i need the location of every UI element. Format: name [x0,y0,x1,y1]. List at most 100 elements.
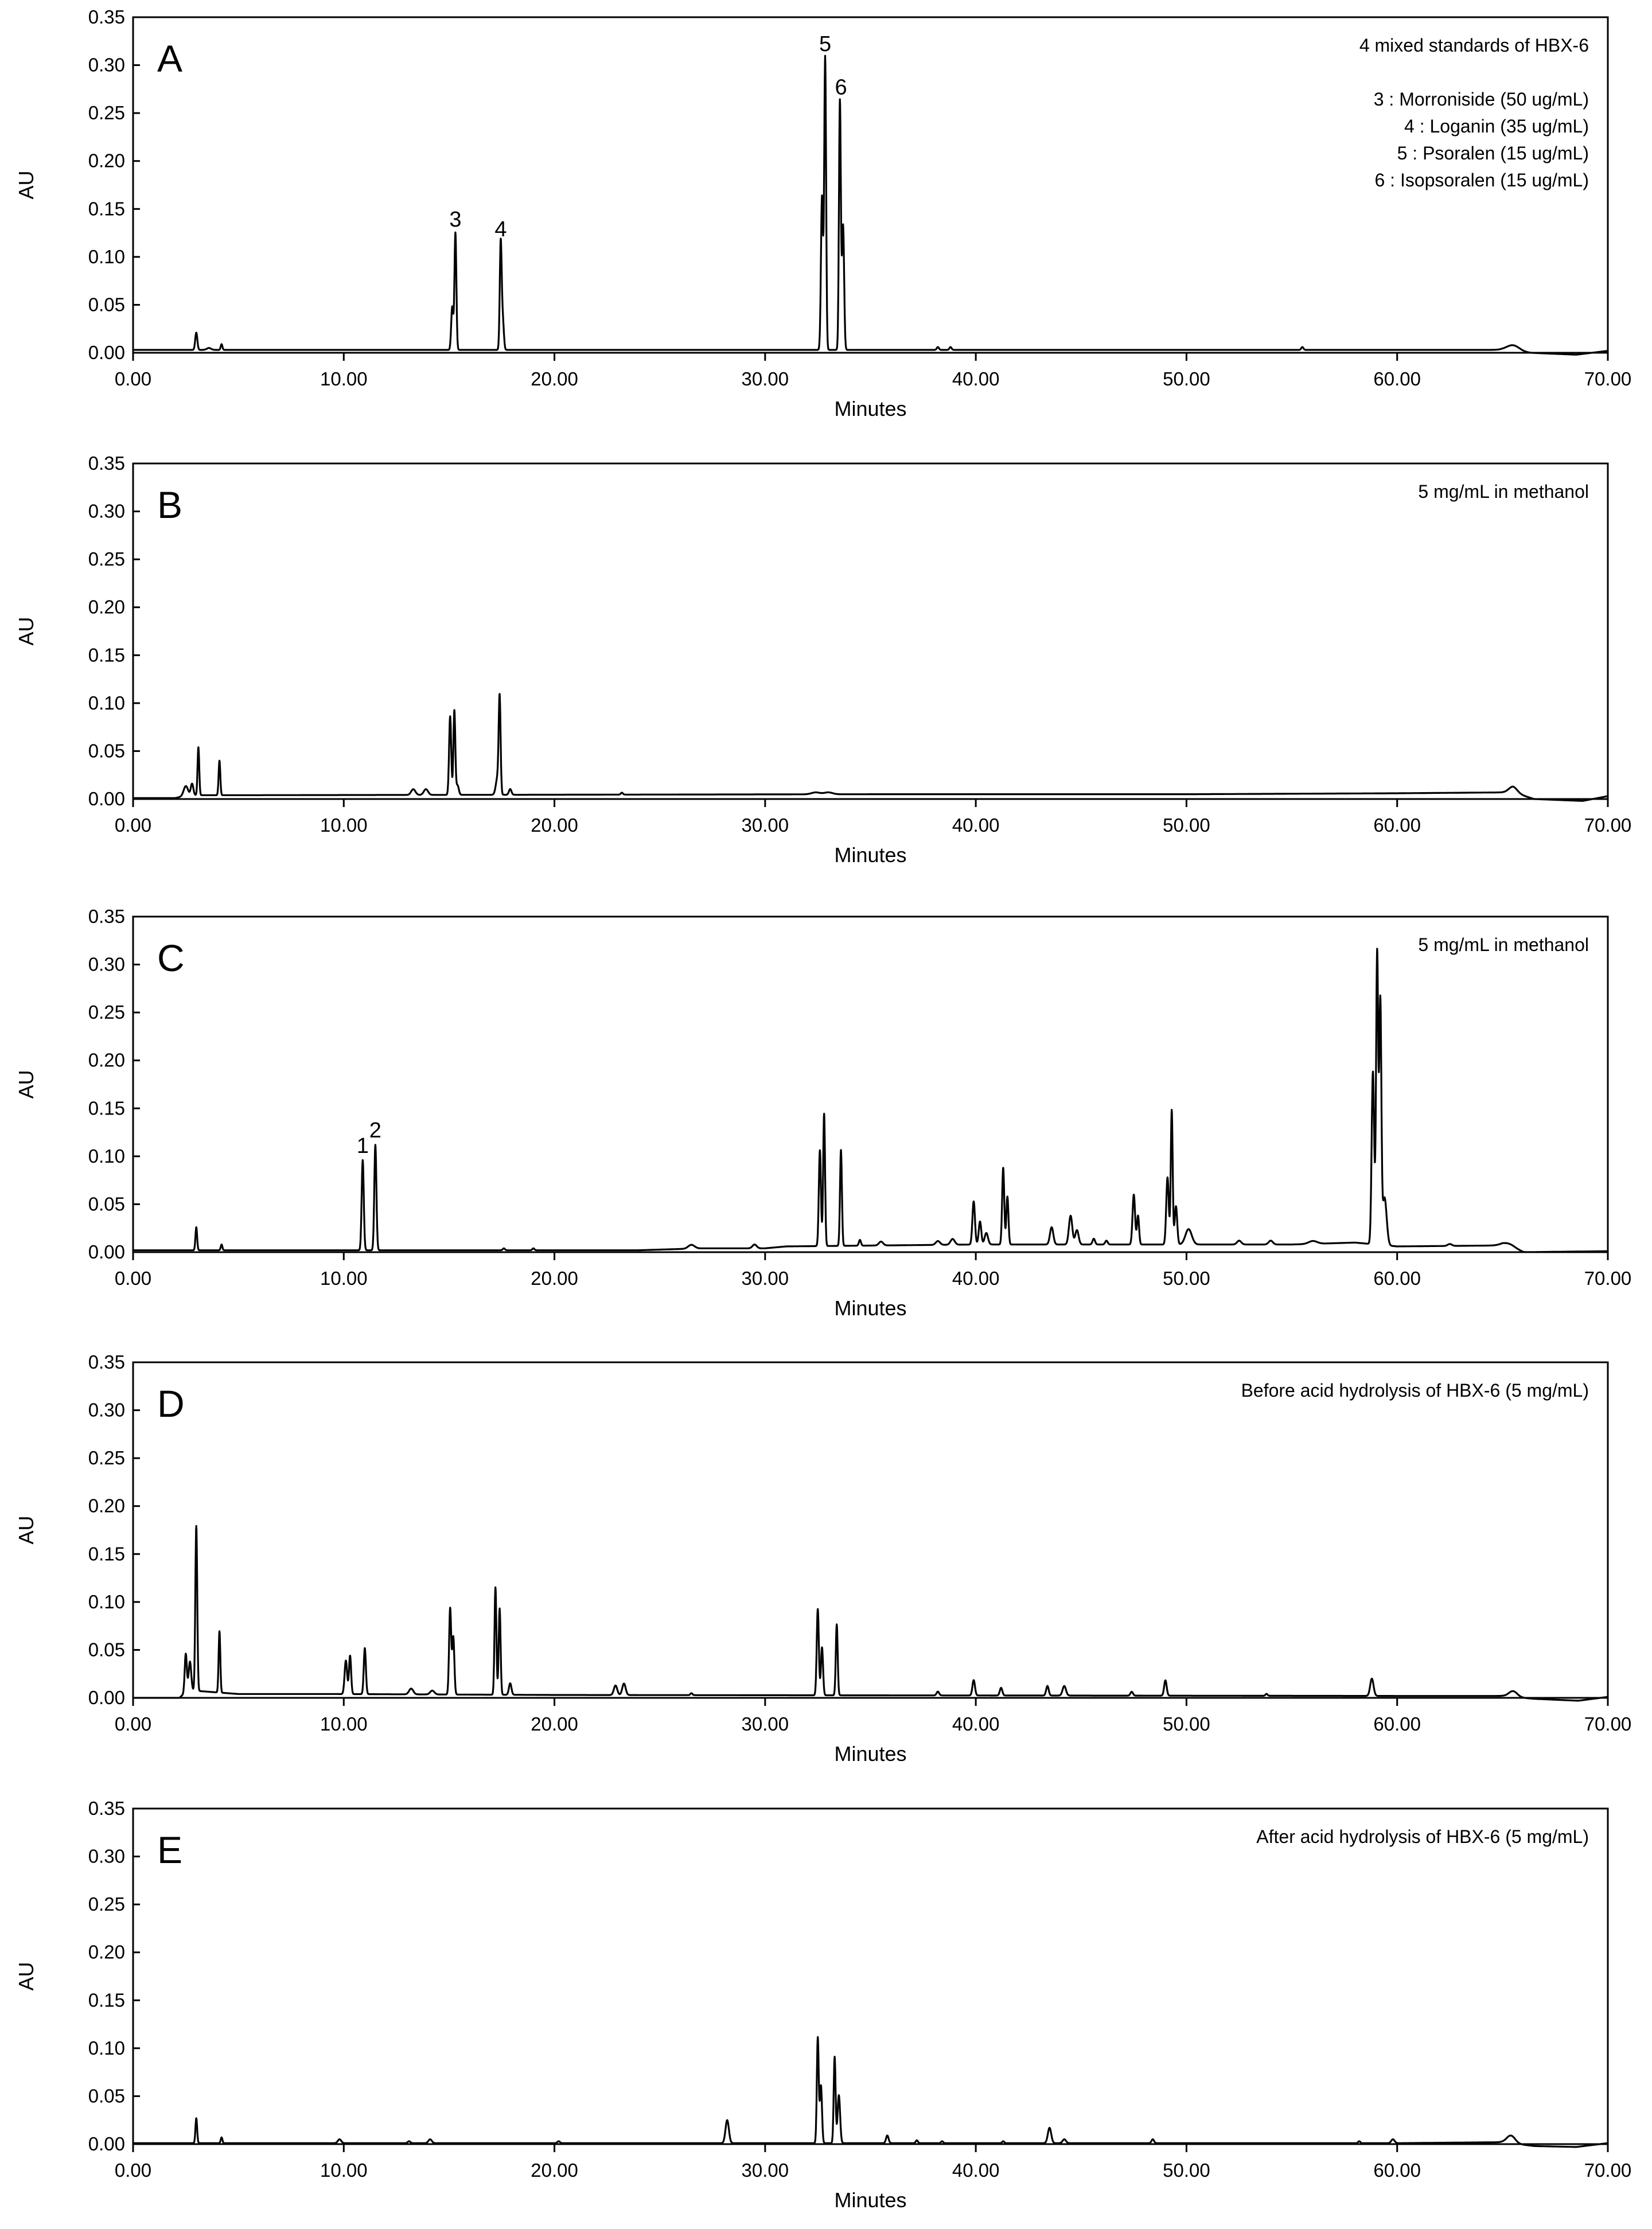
x-tick-label: 40.00 [952,1268,1000,1289]
peak-label: 2 [369,1119,381,1143]
annotation-line: 5 mg/mL in methanol [1418,481,1589,502]
y-tick-label: 0.15 [88,1097,125,1119]
y-tick-label: 0.15 [88,198,125,219]
x-tick-label: 10.00 [320,815,368,836]
y-tick-label: 0.30 [88,501,125,522]
annotation-line: 3 : Morroniside (50 ug/mL) [1374,89,1589,110]
plot-frame [132,1361,1609,1699]
x-tick-label: 60.00 [1373,368,1421,389]
chromatogram-trace [132,693,1609,802]
annotation-line: Before acid hydrolysis of HBX-6 (5 mg/mL… [1241,1380,1589,1401]
annotation-line: 4 mixed standards of HBX-6 [1359,35,1589,56]
y-axis-title: AU [14,1070,38,1098]
x-tick-label: 70.00 [1584,1713,1632,1735]
y-tick-label: 0.00 [88,1241,125,1262]
y-axis-title: AU [14,1515,38,1544]
y-tick-label: 0.05 [88,294,125,315]
y-tick-label: 0.00 [88,1687,125,1708]
y-tick-label: 0.35 [88,1351,125,1373]
y-tick-label: 0.35 [88,453,125,474]
y-tick-label: 0.20 [88,597,125,618]
y-tick-label: 0.25 [88,548,125,570]
panel-b: 0.00 0.05 0.10 0.15 0.20 0.25 0.30 0.35 0.00 10.0… [14,453,1631,867]
y-tick-label: 0.20 [88,150,125,172]
x-tick-label: 40.00 [952,368,1000,389]
y-tick-label: 0.25 [88,102,125,123]
x-axis-title: Minutes [834,843,906,867]
x-axis-title: Minutes [834,1742,906,1766]
y-tick-label: 0.15 [88,644,125,665]
x-tick-label: 70.00 [1584,815,1632,836]
x-tick-label: 30.00 [742,815,789,836]
annotation-line: After acid hydrolysis of HBX-6 (5 mg/mL) [1256,1826,1589,1847]
chromatogram-trace [132,948,1609,1253]
y-tick-label: 0.15 [88,1989,125,2010]
panel-letter: A [157,37,182,80]
panel-c: 0.00 0.05 0.10 0.15 0.20 0.25 0.30 0.35 0.00 10.0… [14,906,1631,1320]
x-tick-label: 50.00 [1163,1268,1210,1289]
x-tick-label: 60.00 [1373,2160,1421,2181]
x-tick-label: 20.00 [531,1268,578,1289]
y-tick-label: 0.05 [88,2085,125,2106]
x-tick-label: 50.00 [1163,2160,1210,2181]
x-tick-label: 30.00 [742,1713,789,1735]
annotation-line: 4 : Loganin (35 ug/mL) [1404,116,1589,137]
y-tick-label: 0.35 [88,6,125,28]
x-tick-label: 10.00 [320,1268,368,1289]
x-tick-label: 0.00 [115,2160,151,2181]
annotation-line: 5 mg/mL in methanol [1418,934,1589,955]
y-tick-label: 0.20 [88,1942,125,1963]
y-tick-label: 0.10 [88,1145,125,1167]
x-tick-label: 0.00 [115,368,151,389]
x-tick-label: 70.00 [1584,368,1632,389]
x-tick-label: 0.00 [115,815,151,836]
x-tick-label: 20.00 [531,1713,578,1735]
x-tick-label: 30.00 [742,2160,789,2181]
x-tick-label: 10.00 [320,368,368,389]
y-tick-label: 0.20 [88,1495,125,1517]
y-tick-label: 0.10 [88,246,125,267]
y-tick-label: 0.10 [88,2037,125,2059]
y-tick-label: 0.30 [88,1846,125,1867]
y-tick-label: 0.10 [88,692,125,714]
peak-label: 1 [357,1134,369,1158]
panel-a: 0.00 0.05 0.10 0.15 0.20 0.25 0.30 0.35 0.00 10.0… [14,6,1631,420]
y-tick-label: 0.00 [88,788,125,809]
x-tick-label: 60.00 [1373,1268,1421,1289]
x-tick-label: 30.00 [742,368,789,389]
y-tick-label: 0.10 [88,1591,125,1612]
x-tick-label: 0.00 [115,1268,151,1289]
x-tick-label: 30.00 [742,1268,789,1289]
x-tick-label: 10.00 [320,2160,368,2181]
x-tick-label: 40.00 [952,2160,1000,2181]
peak-label: 6 [835,75,847,99]
y-tick-label: 0.25 [88,1893,125,1915]
y-tick-label: 0.35 [88,906,125,927]
peak-label: 5 [819,32,831,56]
y-tick-label: 0.15 [88,1543,125,1564]
x-tick-label: 50.00 [1163,1713,1210,1735]
y-tick-label: 0.25 [88,1447,125,1468]
panel-e: 0.00 0.05 0.10 0.15 0.20 0.25 0.30 0.35 0.00 10.0… [14,1798,1631,2212]
peak-label: 3 [449,208,461,232]
y-tick-label: 0.30 [88,954,125,975]
y-tick-label: 0.30 [88,54,125,76]
y-tick-label: 0.25 [88,1002,125,1023]
y-axis-title: AU [14,1962,38,1990]
chromatogram-trace [132,54,1609,356]
y-tick-label: 0.00 [88,342,125,363]
panel-letter: E [157,1829,182,1871]
y-axis-title: AU [14,170,38,199]
plot-frame [132,915,1609,1253]
y-tick-label: 0.05 [88,740,125,761]
panel-letter: B [157,484,182,526]
x-tick-label: 50.00 [1163,368,1210,389]
x-tick-label: 70.00 [1584,1268,1632,1289]
y-tick-label: 0.05 [88,1639,125,1660]
x-tick-label: 60.00 [1373,815,1421,836]
x-tick-label: 20.00 [531,2160,578,2181]
y-tick-label: 0.35 [88,1798,125,1819]
x-tick-label: 40.00 [952,815,1000,836]
